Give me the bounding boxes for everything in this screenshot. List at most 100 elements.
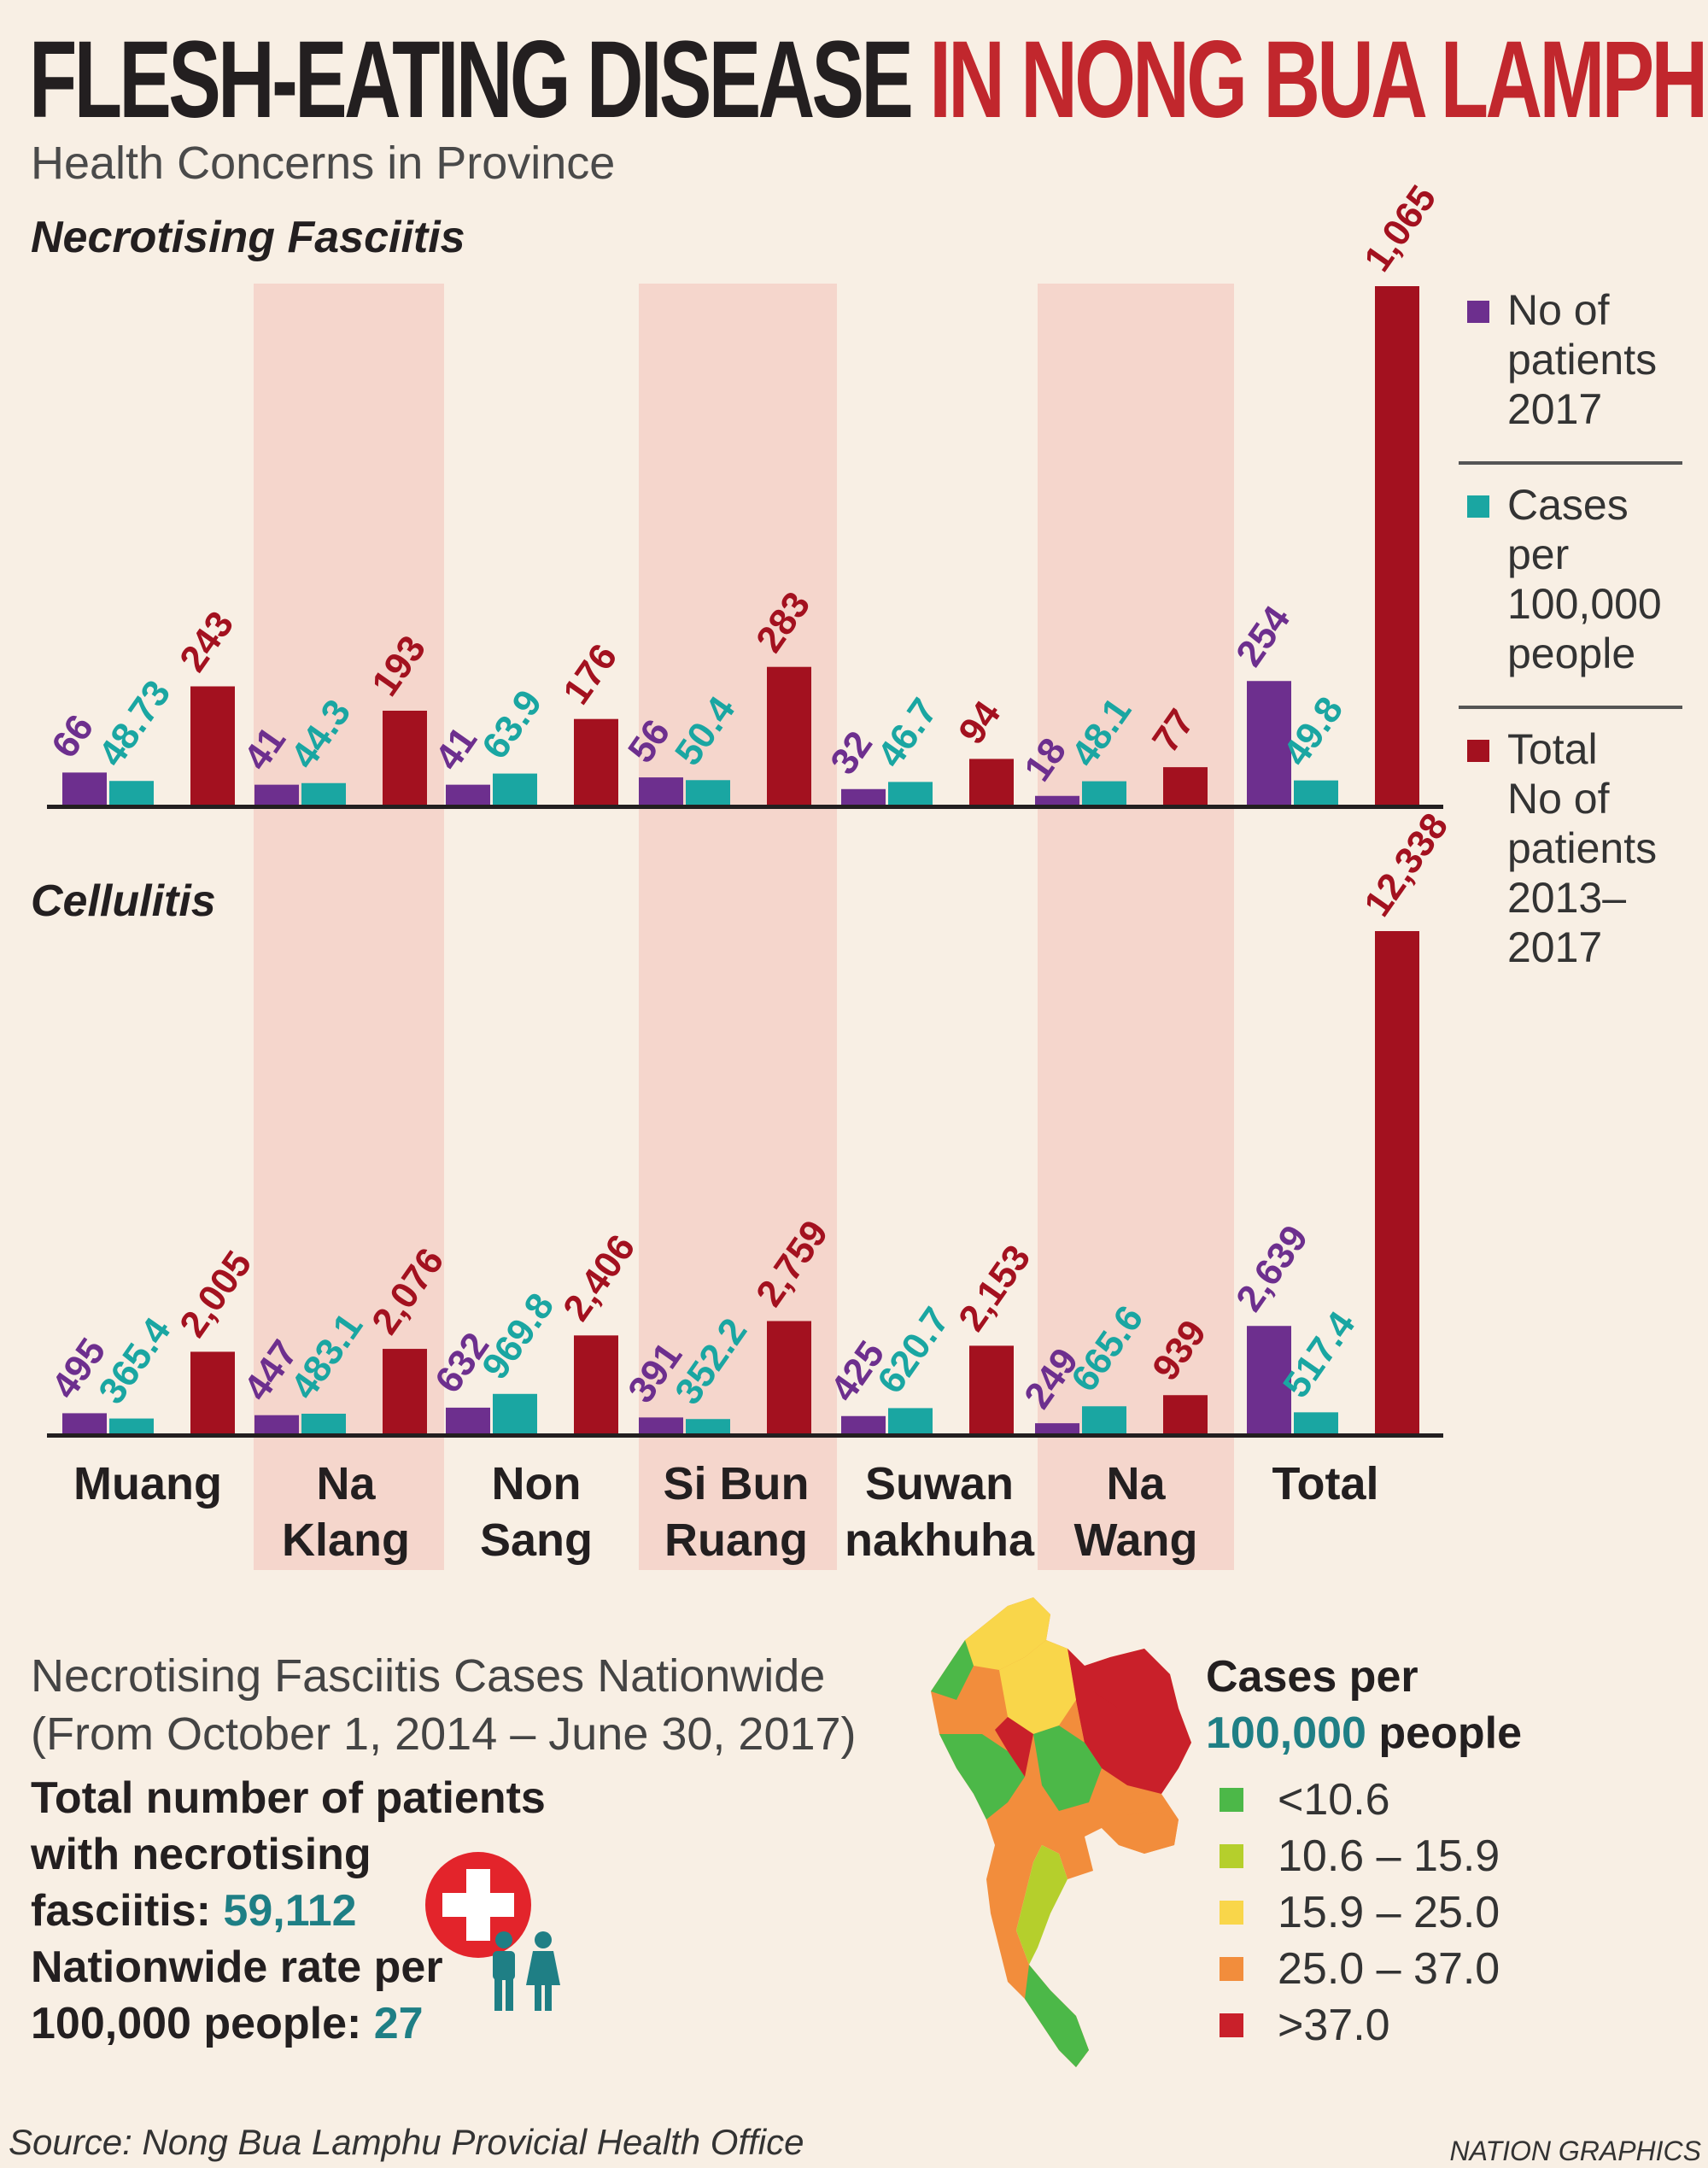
map-legend-swatch (1220, 2013, 1243, 2037)
bar (301, 1413, 346, 1433)
data-label: 48.73 (91, 673, 178, 774)
bar (1375, 286, 1419, 805)
x-axis-line (47, 805, 1443, 809)
nationwide-rate-value: 27 (373, 1999, 424, 2048)
bar (254, 1415, 299, 1433)
bar (1247, 681, 1291, 805)
legend-label: patients (1507, 824, 1657, 872)
map-legend-item: <10.6 (1206, 1772, 1522, 1828)
map-legend-item: >37.0 (1206, 1997, 1522, 2054)
data-label: 243 (172, 604, 242, 679)
bar (767, 1321, 811, 1433)
bar (969, 1345, 1014, 1433)
x-axis-line (47, 1433, 1443, 1438)
bar (62, 772, 107, 805)
data-label: 176 (555, 636, 625, 712)
bar (841, 1415, 886, 1433)
bar (1294, 780, 1338, 805)
data-label: 620.7 (869, 1300, 957, 1401)
data-label: 2,153 (951, 1238, 1038, 1339)
total-label-3: fasciitis: (31, 1886, 224, 1936)
bar (383, 710, 427, 805)
map-legend-title-teal: 100,000 (1206, 1708, 1366, 1758)
bar (446, 1407, 490, 1433)
nationwide-rate-stat: Nationwide rate per 100,000 people: 27 (31, 1931, 560, 2052)
legend-label: No of (1507, 286, 1610, 334)
legend-label: people (1507, 630, 1635, 677)
data-label: 2,639 (1228, 1218, 1316, 1319)
bar (574, 718, 618, 805)
legend-label: per (1507, 530, 1569, 578)
map-legend-title-line1: Cases per (1206, 1652, 1418, 1702)
rate-label-2: 100,000 people: (31, 1999, 374, 2048)
bar (888, 1408, 933, 1433)
category-label: Klang (282, 1515, 410, 1566)
legend-swatch (1467, 301, 1489, 323)
map-legend-label: 15.9 – 25.0 (1278, 1888, 1500, 1937)
panel-title: Necrotising Fasciitis (31, 213, 465, 262)
bar (1375, 931, 1419, 1433)
data-label: 63.9 (474, 683, 550, 766)
legend-label: 2017 (1507, 385, 1602, 433)
category-label: Ruang (664, 1515, 808, 1566)
legend-label: No of (1507, 775, 1610, 823)
total-label-2: with necrotising (31, 1830, 371, 1879)
total-patients-stat: Total number of patients with necrotisin… (31, 1770, 546, 1958)
category-label: nakhuha (845, 1515, 1035, 1566)
bar (190, 686, 235, 805)
bar (574, 1335, 618, 1433)
bar (767, 666, 811, 805)
bar (493, 1393, 537, 1433)
title-red: IN NONG BUA LAMPHU (929, 19, 1708, 141)
bar (1082, 1406, 1126, 1433)
nationwide-period: (From October 1, 2014 – June 30, 2017) (31, 1708, 857, 1760)
map-legend-swatch (1220, 1957, 1243, 1981)
category-label: Wang (1074, 1515, 1198, 1566)
legend-label: Total (1507, 725, 1598, 773)
bar (686, 780, 730, 805)
chart-title: FLESH-EATING DISEASE IN NONG BUA LAMPHU (29, 26, 1708, 135)
map-legend-item: 25.0 – 37.0 (1206, 1941, 1522, 1997)
legend-label: patients (1507, 336, 1657, 384)
category-label: Suwan (865, 1458, 1014, 1509)
map-legend: Cases per 100,000 people <10.6 10.6 – 15.… (1206, 1649, 1522, 2054)
category-label: Muang (73, 1458, 222, 1509)
graphics-credit: NATION GRAPHICS (1449, 2136, 1701, 2166)
rate-label-1: Nationwide rate per (31, 1942, 443, 1992)
nationwide-stats: Total number of patients with necrotisin… (31, 1770, 560, 2052)
map-legend-item: 10.6 – 15.9 (1206, 1828, 1522, 1884)
data-label: 969.8 (474, 1286, 562, 1386)
bar (888, 782, 933, 805)
map-legend-title: Cases per 100,000 people (1206, 1649, 1522, 1761)
bar (1163, 1395, 1208, 1433)
category-label: Sang (480, 1515, 593, 1566)
data-label: 1,065 (1356, 178, 1444, 278)
map-legend-swatch (1220, 1901, 1243, 1925)
map-legend-swatch (1220, 1844, 1243, 1868)
category-label: Non (492, 1458, 582, 1509)
bar (109, 781, 154, 805)
total-patients-value: 59,112 (223, 1886, 357, 1936)
bar (1035, 1423, 1079, 1433)
bar (1035, 795, 1079, 805)
data-label: 254 (1228, 598, 1299, 674)
people-icon (493, 1931, 560, 2011)
bar (1163, 767, 1208, 805)
bar (841, 788, 886, 805)
category-label: Si Bun (664, 1458, 810, 1509)
data-label: 2,406 (555, 1228, 643, 1328)
legend-swatch (1467, 495, 1489, 518)
category-label: Na (316, 1458, 376, 1509)
map-legend-label: 10.6 – 15.9 (1278, 1831, 1500, 1881)
total-label-1: Total number of patients (31, 1773, 546, 1823)
bar (301, 782, 346, 805)
bar (109, 1418, 154, 1433)
legend-label: 100,000 (1507, 580, 1662, 628)
data-label: 94 (951, 694, 1009, 753)
map-legend-swatch (1220, 1788, 1243, 1812)
medical-cross-icon (425, 1852, 531, 1958)
category-band (1038, 284, 1234, 1570)
map-legend-items: <10.6 10.6 – 15.9 15.9 – 25.0 25.0 – 37.0 >3… (1206, 1772, 1522, 2054)
bar (254, 784, 299, 805)
